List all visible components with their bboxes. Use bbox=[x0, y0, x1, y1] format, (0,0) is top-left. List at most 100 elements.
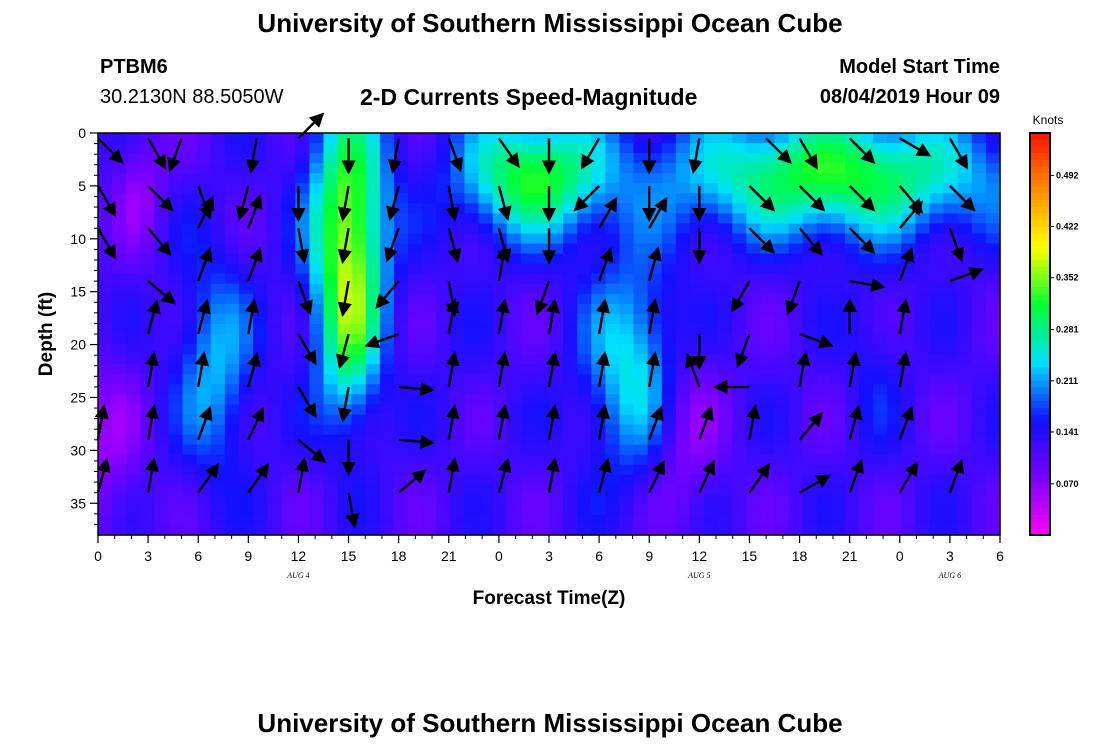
heatmap-cell bbox=[267, 424, 282, 436]
heatmap-cell bbox=[154, 133, 170, 144]
heatmap-cell bbox=[873, 454, 888, 466]
heatmap-cell bbox=[605, 173, 621, 184]
heatmap-cell bbox=[393, 414, 409, 426]
heatmap-cell bbox=[323, 263, 339, 275]
heatmap-cell bbox=[760, 344, 776, 355]
heatmap-cell bbox=[971, 133, 987, 144]
heatmap-cell bbox=[238, 394, 254, 405]
heatmap-cell bbox=[224, 143, 240, 154]
heatmap-cell bbox=[323, 354, 339, 365]
heatmap-cell bbox=[957, 273, 973, 285]
colorbar-segment bbox=[1030, 468, 1050, 476]
heatmap-cell bbox=[408, 414, 423, 426]
heatmap-cell bbox=[168, 444, 184, 456]
heatmap-cell bbox=[605, 153, 621, 164]
heatmap-cell bbox=[844, 233, 860, 245]
heatmap-cell bbox=[140, 193, 155, 204]
heatmap-cell bbox=[633, 133, 649, 144]
heatmap-cell bbox=[549, 454, 564, 466]
heatmap-cell bbox=[675, 424, 691, 436]
heatmap-cell bbox=[154, 163, 170, 174]
heatmap-cell bbox=[971, 203, 987, 214]
heatmap-cell bbox=[929, 313, 945, 325]
heatmap-cell bbox=[323, 384, 339, 395]
heatmap-cell bbox=[929, 233, 945, 245]
heatmap-cell bbox=[859, 334, 874, 345]
heatmap-cell bbox=[154, 384, 170, 395]
heatmap-cell bbox=[506, 454, 522, 466]
heatmap-cell bbox=[675, 354, 691, 365]
heatmap-cell bbox=[689, 464, 705, 476]
heatmap-cell bbox=[379, 213, 395, 225]
heatmap-cell bbox=[154, 434, 170, 446]
heatmap-cell bbox=[238, 414, 254, 426]
colorbar-segment bbox=[1030, 414, 1050, 422]
heatmap-cell bbox=[379, 394, 395, 405]
heatmap-cell bbox=[422, 394, 437, 405]
heatmap-cell bbox=[943, 163, 959, 174]
current-vector-arrow bbox=[147, 280, 177, 305]
heatmap-cell bbox=[224, 303, 240, 315]
heatmap-cell bbox=[689, 454, 705, 466]
heatmap-cell bbox=[365, 454, 381, 466]
heatmap-cell bbox=[196, 384, 212, 395]
heatmap-cell bbox=[675, 504, 691, 516]
heatmap-cell bbox=[393, 354, 409, 365]
heatmap-cell bbox=[393, 263, 409, 275]
heatmap-cell bbox=[689, 153, 705, 164]
heatmap-cell bbox=[774, 434, 790, 446]
heatmap-cell bbox=[492, 514, 508, 526]
heatmap-cell bbox=[760, 424, 776, 436]
heatmap-cell bbox=[182, 364, 198, 375]
heatmap-cell bbox=[873, 183, 888, 194]
current-vector-arrow bbox=[698, 459, 716, 494]
heatmap-cell bbox=[210, 263, 226, 275]
heatmap-cell bbox=[309, 354, 325, 365]
heatmap-cell bbox=[774, 384, 790, 395]
heatmap-cell bbox=[760, 183, 776, 194]
current-vector-arrow bbox=[735, 333, 751, 369]
heatmap-cell bbox=[520, 494, 536, 506]
heatmap-cell bbox=[774, 354, 790, 365]
heatmap-cell bbox=[788, 344, 804, 355]
heatmap-cell bbox=[760, 153, 776, 164]
heatmap-cell bbox=[760, 454, 776, 466]
heatmap-cell bbox=[126, 193, 141, 204]
heatmap-cell bbox=[704, 394, 719, 405]
heatmap-cell bbox=[379, 273, 395, 285]
heatmap-cell bbox=[323, 424, 339, 436]
heatmap-cell bbox=[619, 484, 635, 496]
heatmap-cell bbox=[253, 143, 268, 154]
heatmap-cell bbox=[168, 183, 184, 194]
heatmap-cell bbox=[830, 213, 846, 225]
heatmap-cell bbox=[323, 404, 339, 415]
current-vector-arrow bbox=[948, 137, 969, 170]
heatmap-cell bbox=[859, 364, 874, 375]
heatmap-cell bbox=[238, 354, 254, 365]
heatmap-cell bbox=[393, 394, 409, 405]
heatmap-cell bbox=[549, 504, 564, 516]
heatmap-cell bbox=[577, 364, 592, 375]
heatmap-cell bbox=[605, 334, 621, 345]
heatmap-cell bbox=[957, 344, 973, 355]
current-vector-arrow bbox=[595, 298, 611, 335]
heatmap-cell bbox=[746, 203, 761, 214]
heatmap-cell bbox=[675, 233, 691, 245]
heatmap-cell bbox=[901, 273, 917, 285]
heatmap-cell bbox=[929, 334, 945, 345]
heatmap-cell bbox=[112, 203, 127, 214]
heatmap-cell bbox=[549, 514, 564, 526]
heatmap-cell bbox=[393, 243, 409, 255]
heatmap-cell bbox=[844, 253, 860, 265]
current-vector-arrow bbox=[698, 405, 714, 441]
heatmap-cell bbox=[816, 263, 832, 275]
heatmap-cell bbox=[563, 223, 578, 235]
heatmap-cell bbox=[112, 323, 127, 335]
heatmap-cell bbox=[520, 344, 536, 355]
heatmap-cell bbox=[436, 183, 451, 194]
heatmap-cell bbox=[224, 444, 240, 456]
heatmap-cell bbox=[929, 444, 945, 456]
heatmap-cell bbox=[957, 253, 973, 265]
heatmap-cell bbox=[506, 233, 522, 245]
heatmap-cell bbox=[633, 163, 649, 174]
